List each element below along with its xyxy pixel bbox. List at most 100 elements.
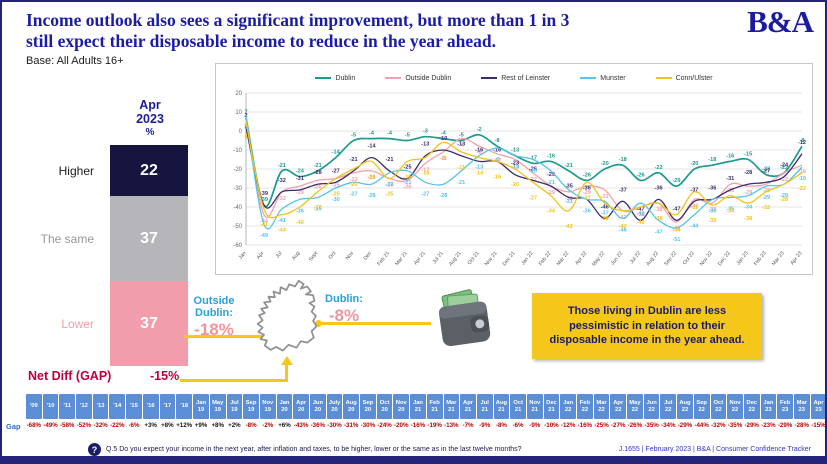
data-label: -47 <box>654 229 662 235</box>
gap-value: -19% <box>427 422 442 429</box>
dublin-callout: Dublin: -8% <box>322 293 366 326</box>
legend-item: Outside Dublin <box>385 71 451 85</box>
legend-item: Dublin <box>315 71 355 85</box>
data-label: -28 <box>314 170 322 176</box>
gap-value: -13% <box>444 422 459 429</box>
data-label: -36 <box>708 208 716 214</box>
y-tick-label: -40 <box>233 205 242 211</box>
gap-column: Oct 21 -6% <box>510 394 526 429</box>
dublin-map-dot <box>315 320 322 327</box>
gap-column-header: July 20 <box>326 394 343 419</box>
data-label: -22 <box>798 186 806 192</box>
gap-column-header: Oct 22 <box>710 394 727 419</box>
data-label: -32 <box>565 196 573 202</box>
y-tick-label: -50 <box>233 224 242 230</box>
gap-column: Feb 23 -29% <box>777 394 793 429</box>
gap-column-header: Mar 23 <box>793 394 810 419</box>
x-tick-label: May 22 <box>591 250 606 267</box>
data-label: -39 <box>260 191 268 197</box>
gap-column: '09 -68% <box>26 394 42 429</box>
x-tick-label: Feb 22 <box>538 250 553 267</box>
gap-column: Sep 20 -30% <box>360 394 376 429</box>
gap-column: Jan 20 +6% <box>276 394 293 429</box>
gap-value: -25% <box>594 422 609 429</box>
gap-column: July 20 -30% <box>326 394 343 429</box>
gap-value: -32% <box>711 422 726 429</box>
gap-column-header: Nov 22 <box>727 394 743 419</box>
x-tick-label: Apr 21 <box>413 250 427 266</box>
gap-column: May 22 -26% <box>627 394 643 429</box>
data-label: -4 <box>369 131 375 137</box>
net-diff-label: Net Diff (GAP) <box>28 369 112 383</box>
data-label: -46 <box>601 204 609 210</box>
data-label: -36 <box>296 208 304 214</box>
data-label: -34 <box>726 209 735 215</box>
gap-value: +6% <box>278 422 291 429</box>
data-label: -23 <box>511 161 519 167</box>
gap-value: -8% <box>495 422 507 429</box>
data-label: -22 <box>350 177 358 183</box>
gap-value: +2% <box>228 422 241 429</box>
gap-column-header: '09 <box>26 394 42 419</box>
x-tick-label: Jul <box>275 251 284 260</box>
y-tick-label: 10 <box>235 110 242 116</box>
line-chart-panel: Dublin Outside Dublin Rest of Leinster Muns… <box>215 63 813 275</box>
data-label: -21 <box>457 180 465 186</box>
data-label: -4 <box>441 131 447 137</box>
gap-value: +9% <box>194 422 208 429</box>
segment-label: The same <box>40 231 94 246</box>
gap-value: -16% <box>577 422 593 429</box>
gap-column-header: Jun 20 <box>310 394 326 419</box>
gap-column-header: Jun 22 <box>643 394 660 419</box>
gap-value: -34% <box>661 422 676 429</box>
data-label: -17 <box>529 155 537 161</box>
legend-item: Munster <box>580 71 626 85</box>
dublin-label: Dublin: <box>325 293 363 305</box>
gap-value: +12% <box>176 422 193 429</box>
data-label: -11 <box>457 165 465 171</box>
net-diff-value: -15% <box>150 369 180 383</box>
data-label: -32 <box>762 205 770 211</box>
data-label: -14 <box>475 171 484 177</box>
gap-column-header: Aug 20 <box>343 394 360 419</box>
data-label: -29 <box>672 178 680 184</box>
outside-dublin-label: Outside <box>193 295 235 307</box>
data-label: -15 <box>511 164 519 170</box>
gap-column-header: Dec 21 <box>543 394 560 419</box>
x-tick-label: Nov 21 <box>484 250 499 267</box>
gap-column-header: Nov 19 <box>259 394 276 419</box>
x-tick-label: Feb 23 <box>753 250 768 267</box>
gap-value: +8% <box>211 422 224 429</box>
gap-column-header: '10 <box>42 394 59 419</box>
x-tick-label: Mar 22 <box>556 250 571 267</box>
data-label: -35 <box>726 207 734 213</box>
data-label: -34 <box>744 205 753 211</box>
gap-value: -43% <box>293 422 309 429</box>
data-label: -20 <box>601 161 609 167</box>
data-label: -47 <box>672 206 680 212</box>
data-label: -38 <box>654 207 662 213</box>
question-mark-icon: ? <box>88 443 101 456</box>
gap-column: Aug 22 -29% <box>677 394 693 429</box>
data-label: -28 <box>726 188 734 194</box>
data-label: -36 <box>708 185 716 191</box>
gap-value: -28% <box>794 422 809 429</box>
gap-column: '17 +8% <box>159 394 176 429</box>
data-label: -25 <box>403 165 411 171</box>
data-label: -21 <box>385 157 393 163</box>
legend-item: Conn/Ulster <box>655 71 713 85</box>
gap-value: -29% <box>744 422 759 429</box>
gap-value: +8% <box>161 422 174 429</box>
gap-value: -12% <box>560 422 576 429</box>
data-label: -20 <box>690 161 698 167</box>
data-label: -28 <box>368 193 376 199</box>
data-label: -22 <box>385 182 393 188</box>
data-label: -28 <box>780 197 788 203</box>
segment-label: Lower <box>61 316 94 331</box>
gap-column: May 19 +8% <box>209 394 226 429</box>
data-label: -32 <box>278 196 286 202</box>
data-label: -38 <box>744 216 752 222</box>
data-label: -44 <box>672 228 681 234</box>
gap-column: Oct 22 -32% <box>710 394 727 429</box>
